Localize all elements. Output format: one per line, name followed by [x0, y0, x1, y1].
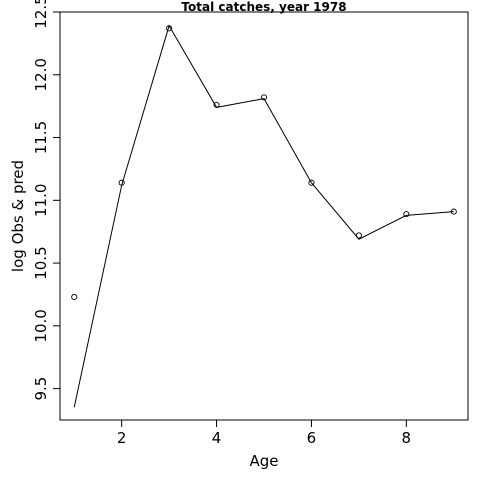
- observed-point: [450, 208, 457, 215]
- x-tick-label: 8: [402, 429, 412, 447]
- y-tick-label: 10.0: [32, 309, 50, 342]
- y-tick-label: 12.5: [32, 0, 50, 29]
- observed-point: [260, 94, 268, 101]
- x-tick-label: 6: [307, 429, 317, 447]
- observed-point: [71, 293, 78, 301]
- y-tick-label: 11.5: [32, 121, 50, 154]
- x-axis-ticks: 2 4 6 8: [117, 420, 411, 447]
- observed-point: [403, 211, 410, 218]
- observed-series: [71, 25, 457, 301]
- observed-point: [118, 179, 125, 186]
- y-tick-label: 10.5: [32, 246, 50, 279]
- predicted-line: [73, 24, 454, 408]
- chart-title: Total catches, year 1978: [181, 0, 346, 14]
- x-tick-label: 4: [212, 429, 222, 447]
- observed-point: [355, 232, 362, 239]
- x-axis-label: Age: [249, 452, 278, 470]
- observed-point: [213, 101, 220, 108]
- observed-point: [166, 25, 173, 32]
- plot-frame: [59, 11, 469, 421]
- predicted-series: [73, 24, 454, 408]
- y-tick-label: 11.0: [32, 184, 50, 217]
- observed-point: [308, 179, 315, 186]
- x-tick-label: 2: [117, 429, 127, 447]
- y-axis-ticks: 9.5 10.0 10.5 11.0 11.5 12.0 12.5: [32, 0, 60, 401]
- y-tick-label: 9.5: [32, 377, 50, 401]
- y-axis-label: log Obs & pred: [9, 160, 27, 272]
- y-tick-label: 12.0: [32, 58, 50, 91]
